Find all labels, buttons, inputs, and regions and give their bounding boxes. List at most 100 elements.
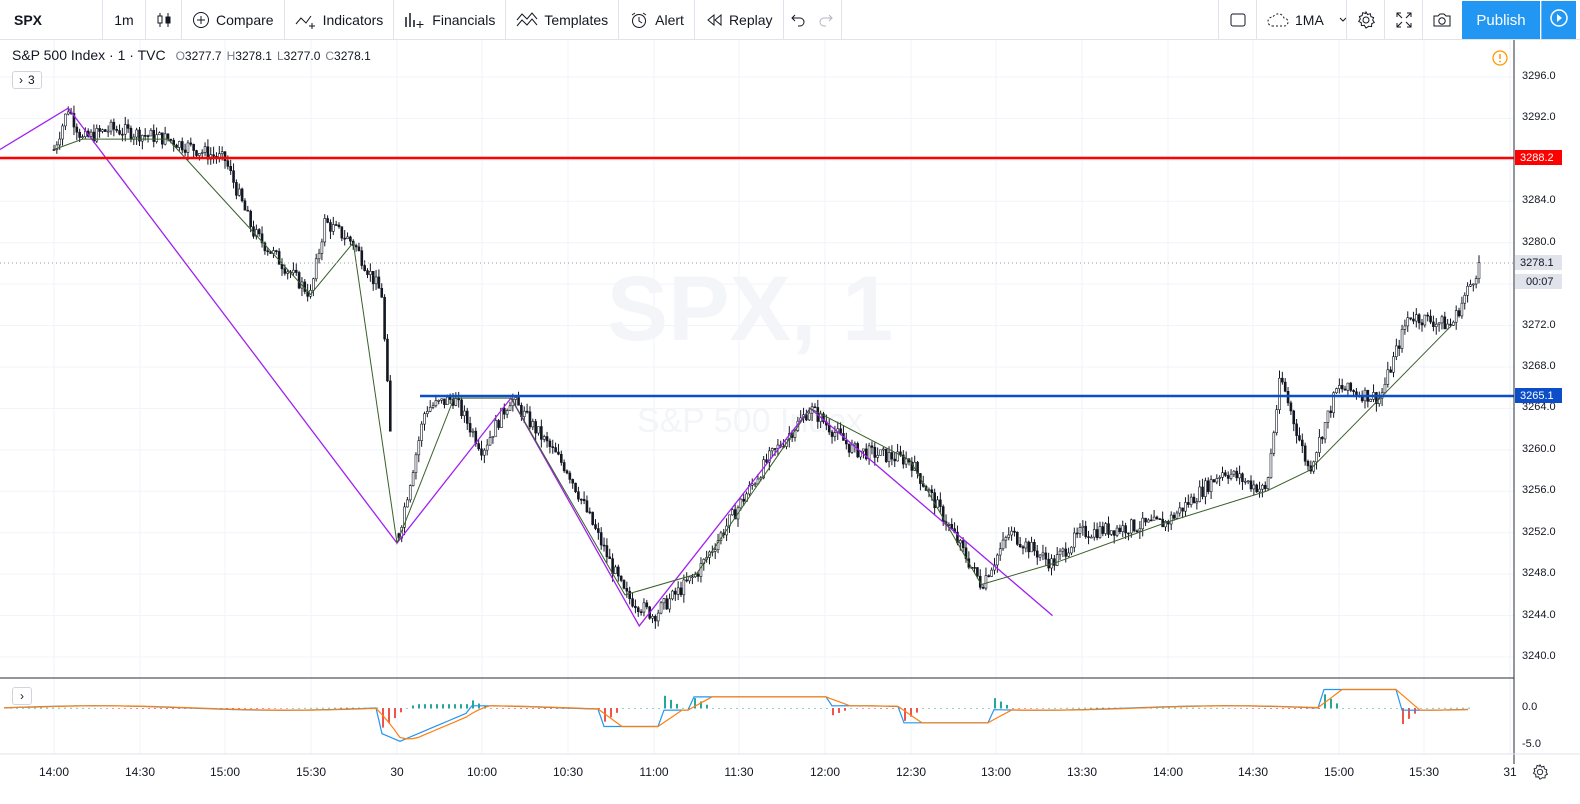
candle-body [773, 448, 777, 450]
candle-body [1460, 302, 1464, 317]
candle-body [237, 188, 241, 196]
layout-ma-dropdown[interactable]: 1MA [1256, 0, 1347, 40]
templates-button[interactable]: Templates [506, 0, 620, 40]
candle-body [1033, 541, 1036, 552]
candle-body [349, 236, 352, 242]
histogram-bar [1354, 708, 1356, 709]
signal-line [3, 688, 1469, 740]
candle-body [508, 405, 512, 411]
time-axis-label: 31 [1503, 765, 1517, 779]
gear-icon [1356, 10, 1376, 30]
histogram-bar [1414, 708, 1416, 714]
layout-button[interactable] [1218, 0, 1256, 40]
candle-body [939, 499, 942, 507]
histogram-bar [412, 705, 414, 709]
indicator-expand-button[interactable]: › [12, 687, 32, 705]
candle-body [1121, 525, 1125, 532]
candle-body [665, 598, 669, 610]
candle-body [329, 222, 332, 232]
histogram-bar [1270, 708, 1272, 709]
candle-body [1278, 377, 1281, 410]
time-axis-label: 13:30 [1066, 765, 1098, 779]
compare-button[interactable]: Compare [182, 0, 285, 40]
histogram-bar [700, 701, 702, 709]
histogram-bar [232, 708, 234, 709]
symbol-search-button[interactable]: SPX [0, 0, 103, 40]
financials-button[interactable]: Financials [394, 0, 507, 40]
candle-body [143, 135, 147, 137]
histogram-bar [1066, 707, 1068, 709]
candle-body [280, 264, 284, 270]
candle-body [1412, 318, 1415, 322]
indicators-button[interactable]: Indicators [285, 0, 395, 40]
alert-button[interactable]: Alert [619, 0, 695, 40]
redo-icon[interactable] [818, 12, 834, 28]
candle-body [366, 270, 369, 275]
histogram-bar [52, 707, 54, 709]
time-axis-label: 14:30 [124, 765, 156, 779]
candle-body [884, 448, 888, 462]
histogram-bar [988, 708, 990, 709]
histogram-bar [934, 708, 936, 709]
snapshot-button[interactable] [1422, 0, 1460, 40]
time-axis-label: 14:30 [1237, 765, 1269, 779]
histogram-bar [436, 704, 438, 709]
candle-body [146, 135, 150, 137]
candle-body [180, 141, 184, 151]
histogram-bar [304, 707, 306, 709]
candle-body [1466, 285, 1469, 296]
candle-body [514, 397, 518, 400]
histogram-bar [628, 708, 630, 709]
axis-settings-icon[interactable] [1531, 763, 1549, 786]
histogram-bar [1252, 708, 1254, 709]
histogram-bar [1072, 707, 1074, 709]
warning-icon[interactable] [1491, 49, 1509, 72]
candle-body [1044, 552, 1048, 560]
fullscreen-button[interactable] [1384, 0, 1422, 40]
histogram-bar [802, 708, 804, 709]
candle-body [642, 602, 646, 613]
candle-body [1021, 546, 1025, 549]
candle-body [742, 498, 746, 502]
rewind-icon [705, 11, 723, 29]
replay-button[interactable]: Replay [695, 0, 784, 40]
candle-body [548, 440, 552, 447]
legend-collapse-button[interactable]: › 3 [12, 71, 42, 89]
time-axis-label: 12:30 [895, 765, 927, 779]
candle-body [98, 128, 101, 132]
candle-body [867, 445, 871, 460]
candle-body [1198, 486, 1201, 502]
chart-style-button[interactable] [146, 0, 182, 40]
undo-icon[interactable] [790, 12, 806, 28]
candle-body [1283, 381, 1287, 392]
chart-canvas[interactable]: SPX, 1 S&P 500 Index [0, 40, 1580, 804]
candle-body [887, 452, 891, 462]
candle-body [537, 426, 540, 434]
candle-body [81, 136, 84, 138]
histogram-bar [1108, 707, 1110, 709]
candle-body [423, 413, 426, 425]
publish-button[interactable]: Publish [1462, 1, 1540, 39]
candle-body [383, 296, 386, 340]
candle-body [1101, 526, 1105, 534]
histogram-bar [880, 708, 882, 709]
histogram-bar [676, 703, 678, 709]
price-axis-label: 3292.0 [1522, 111, 1556, 124]
candle-body [465, 410, 469, 424]
price-axis-label: 3268.0 [1522, 360, 1556, 372]
histogram-bar [340, 707, 342, 709]
histogram-bar [1018, 708, 1020, 709]
candle-body [531, 421, 535, 428]
candle-body [1389, 369, 1392, 373]
candle-body [1415, 314, 1418, 322]
histogram-bar [1168, 707, 1170, 709]
candle-body [830, 431, 834, 437]
legend-low: L3277.0 [277, 49, 320, 63]
candle-body [1152, 516, 1156, 521]
candle-body [1092, 529, 1096, 538]
interval-button[interactable]: 1m [103, 0, 146, 40]
settings-button[interactable] [1346, 0, 1384, 40]
candle-body [1338, 385, 1341, 389]
histogram-bar [976, 708, 978, 709]
play-button[interactable] [1541, 1, 1576, 39]
